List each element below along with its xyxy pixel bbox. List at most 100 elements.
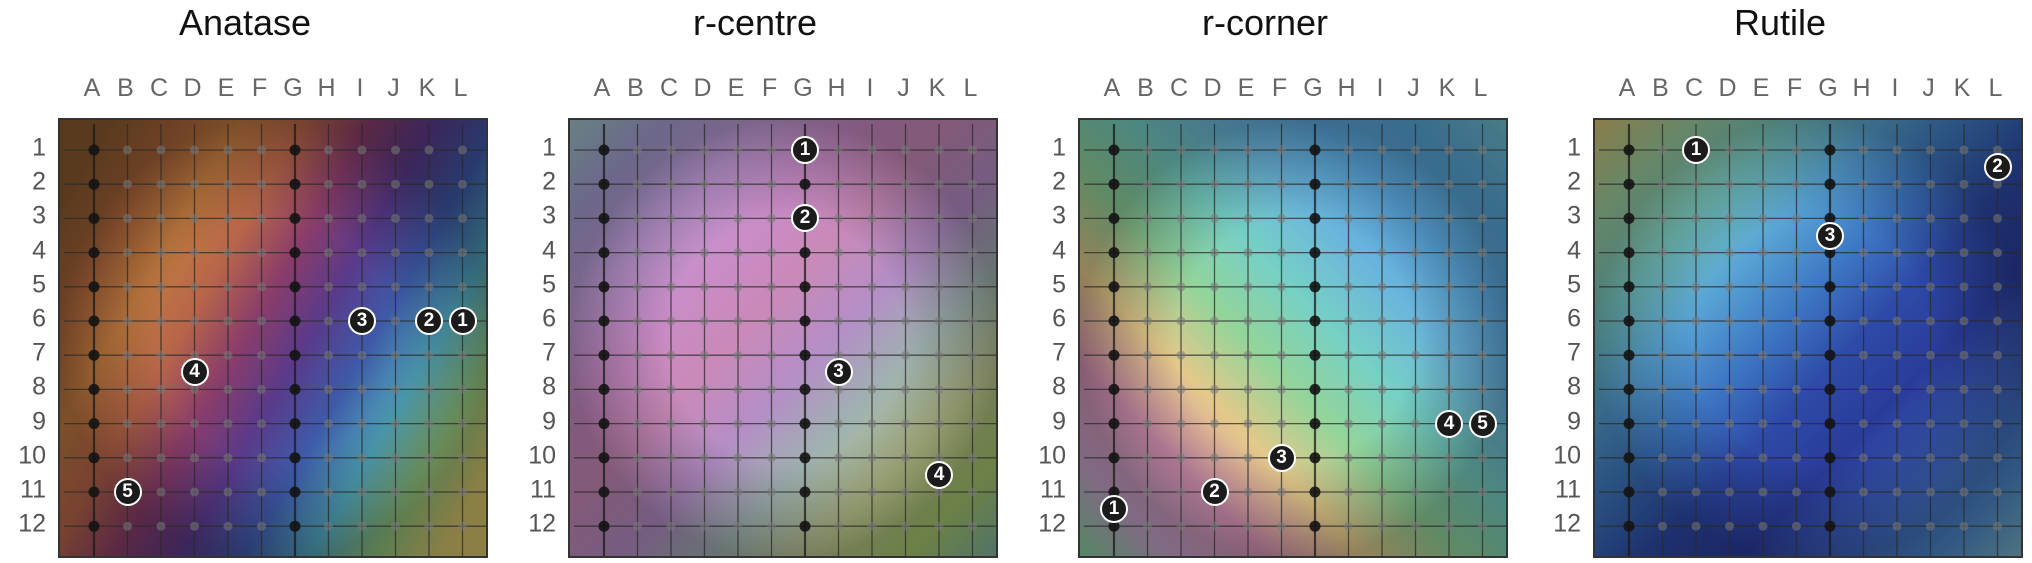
row-label: 7 [1052, 338, 1066, 367]
grid-node [324, 384, 333, 394]
grid-node [1859, 179, 1868, 189]
grid-node [289, 144, 301, 156]
grid-node [799, 418, 811, 430]
grid-node [1143, 282, 1152, 292]
row-label: 4 [1052, 236, 1066, 265]
measurement-point-marker: 4 [180, 358, 209, 387]
grid-node [1758, 179, 1768, 189]
grid-node [767, 248, 776, 258]
grid-node [324, 213, 333, 223]
grid-node [257, 487, 266, 497]
grid-node [1892, 350, 1902, 360]
grid-node [1892, 248, 1902, 258]
grid-node [598, 315, 610, 327]
grid-node [88, 349, 100, 361]
grid-node [901, 179, 910, 189]
grid-node [666, 145, 676, 155]
grid-node [1658, 487, 1667, 497]
grid-node [1478, 316, 1487, 326]
grid-node [901, 521, 910, 531]
column-label: F [761, 74, 778, 102]
grid-node [1993, 487, 2002, 497]
grid-node [324, 282, 333, 292]
grid-node [1176, 419, 1186, 429]
grid-node [1725, 384, 1734, 394]
grid-node [88, 144, 100, 156]
grid-node [223, 521, 233, 531]
grid-node [156, 316, 166, 326]
grid-node [1792, 248, 1801, 258]
grid-node [1411, 350, 1420, 360]
grid-node [357, 521, 367, 531]
grid-node [88, 247, 100, 259]
grid-node [1444, 179, 1454, 189]
grid-node [156, 179, 166, 189]
grid-node [1444, 384, 1454, 394]
grid-node [1309, 452, 1321, 464]
grid-node [934, 521, 944, 531]
grid-node [1309, 383, 1321, 395]
row-label: 5 [542, 270, 556, 299]
grid-node [257, 213, 266, 223]
grid-node [1758, 384, 1768, 394]
grid-node [1478, 384, 1487, 394]
grid-node [1243, 487, 1253, 497]
grid-node [1623, 315, 1635, 327]
grid-node [666, 213, 676, 223]
measurement-point-marker: 3 [1816, 221, 1844, 250]
grid-node [1993, 145, 2002, 155]
grid-node [1623, 349, 1635, 361]
grid-node [1309, 349, 1321, 361]
grid-node [799, 315, 811, 327]
grid-node [257, 453, 266, 463]
grid-node [598, 383, 610, 395]
grid-node [666, 487, 676, 497]
column-label: K [928, 74, 946, 102]
row-label: 1 [1567, 133, 1581, 162]
grid-node [1478, 487, 1487, 497]
grid-node [1176, 316, 1186, 326]
grid-node [424, 179, 434, 189]
grid-node [1411, 521, 1420, 531]
grid-node [1658, 453, 1667, 463]
grid-node [1377, 316, 1387, 326]
grid-node [1143, 316, 1152, 326]
grid-node [799, 178, 811, 190]
column-label: I [1376, 74, 1384, 102]
grid-node [1210, 316, 1219, 326]
grid-node [289, 452, 301, 464]
grid-node [424, 282, 434, 292]
column-label: C [1684, 74, 1704, 102]
grid-node [733, 521, 743, 531]
row-label: 4 [32, 236, 46, 265]
grid-node [1243, 179, 1253, 189]
grid-node [458, 384, 467, 394]
grid-node [1277, 213, 1286, 223]
grid-node [223, 248, 233, 258]
row-label: 1 [32, 133, 46, 162]
row-label: 8 [542, 372, 556, 401]
grid-node [357, 213, 367, 223]
grid-node [666, 350, 676, 360]
column-label: K [1953, 74, 1971, 102]
grid-node [1658, 282, 1667, 292]
grid-node [289, 349, 301, 361]
column-label: D [693, 74, 712, 102]
grid-node [1824, 178, 1836, 190]
column-label: D [1203, 74, 1222, 102]
interference-colour-map [1080, 120, 1506, 556]
grid-node [1824, 418, 1836, 430]
grid-node [867, 248, 877, 258]
column-label: D [1718, 74, 1737, 102]
grid-node [834, 384, 843, 394]
measurement-point-marker: 1 [1100, 495, 1128, 524]
grid-node [1758, 145, 1768, 155]
grid-node [968, 316, 977, 326]
grid-node [1691, 316, 1701, 326]
grid-node [1176, 282, 1186, 292]
grid-node [834, 213, 843, 223]
grid-node [1277, 248, 1286, 258]
grid-node [88, 452, 100, 464]
interference-colour-map [1595, 120, 2021, 556]
grid-node [1959, 316, 1969, 326]
